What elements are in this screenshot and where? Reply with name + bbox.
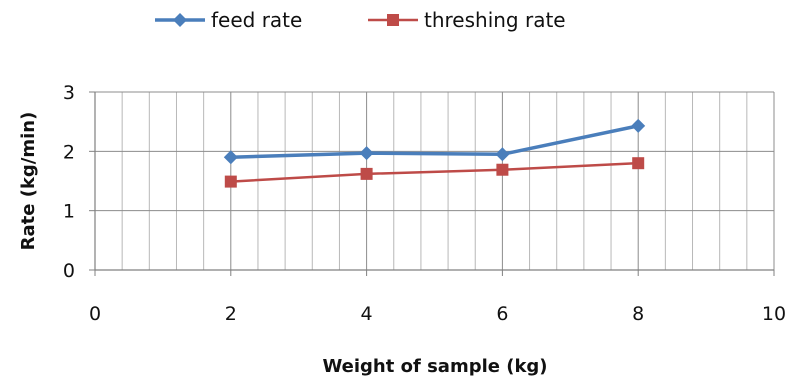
x-tick-label: 10 — [762, 303, 786, 325]
data-point-threshing-rate — [360, 167, 373, 180]
series-line-threshing-rate — [230, 161, 639, 183]
data-point-feed-rate — [223, 150, 238, 165]
x-tick-labels: 0 2 4 6 8 10 — [89, 303, 786, 325]
y-tick-labels: 0 1 2 3 — [63, 82, 75, 282]
x-axis-title: Weight of sample (kg) — [322, 356, 547, 377]
data-point-threshing-rate — [496, 163, 509, 176]
x-tick-label: 0 — [89, 303, 101, 325]
axes — [89, 91, 775, 276]
data-point-feed-rate — [359, 146, 374, 161]
series-feed-rate — [223, 118, 646, 165]
y-tick-label: 2 — [63, 141, 75, 163]
y-tick-label: 0 — [63, 260, 75, 282]
legend-item-feed-rate: feed rate — [155, 8, 302, 32]
legend-marker-threshing-rate — [387, 14, 399, 26]
series-threshing-rate — [224, 157, 645, 188]
x-tick-label: 2 — [225, 303, 237, 325]
grid — [95, 91, 775, 270]
y-tick-label: 1 — [63, 201, 75, 223]
data-point-threshing-rate — [632, 157, 645, 170]
data-point-feed-rate — [495, 147, 510, 162]
legend-item-threshing-rate: threshing rate — [368, 8, 566, 32]
data-point-threshing-rate — [224, 175, 237, 188]
series-line-feed-rate — [230, 124, 639, 160]
x-tick-label: 8 — [632, 303, 644, 325]
legend-label-feed-rate: feed rate — [211, 8, 302, 32]
y-axis-title: Rate (kg/min) — [18, 112, 39, 251]
series-layer — [223, 118, 646, 188]
x-tick-label: 4 — [361, 303, 373, 325]
y-tick-label: 3 — [63, 82, 75, 104]
legend: feed rate threshing rate — [155, 8, 566, 32]
legend-marker-feed-rate — [173, 13, 187, 27]
data-point-feed-rate — [631, 118, 646, 133]
x-tick-label: 6 — [496, 303, 508, 325]
legend-label-threshing-rate: threshing rate — [424, 8, 566, 32]
